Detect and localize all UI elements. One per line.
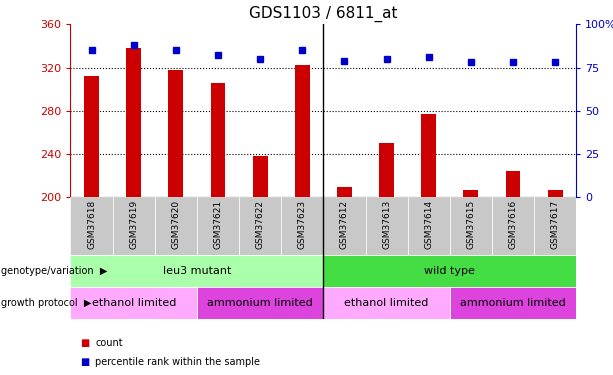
Text: ■: ■	[80, 357, 89, 367]
Text: GSM37623: GSM37623	[298, 200, 306, 249]
Bar	[70, 255, 324, 287]
Bar	[506, 171, 520, 197]
Bar	[84, 76, 99, 197]
Bar	[197, 197, 239, 255]
Bar	[324, 255, 576, 287]
Text: GSM37616: GSM37616	[509, 200, 517, 249]
Text: percentile rank within the sample: percentile rank within the sample	[95, 357, 260, 367]
Bar	[463, 190, 478, 197]
Text: ■: ■	[80, 338, 89, 348]
Text: ethanol limited: ethanol limited	[345, 298, 428, 308]
Bar	[70, 287, 197, 319]
Text: GSM37620: GSM37620	[172, 200, 180, 249]
Bar	[408, 197, 450, 255]
Bar	[365, 197, 408, 255]
Bar	[295, 65, 310, 197]
Title: GDS1103 / 6811_at: GDS1103 / 6811_at	[249, 5, 398, 22]
Text: GSM37614: GSM37614	[424, 200, 433, 249]
Text: GSM37617: GSM37617	[550, 200, 560, 249]
Bar	[211, 82, 226, 197]
Bar	[169, 70, 183, 197]
Text: GSM37613: GSM37613	[382, 200, 391, 249]
Text: count: count	[95, 338, 123, 348]
Bar	[379, 143, 394, 197]
Bar	[548, 190, 563, 197]
Text: GSM37621: GSM37621	[213, 200, 223, 249]
Text: GSM37618: GSM37618	[87, 200, 96, 249]
Bar	[492, 197, 534, 255]
Text: ammonium limited: ammonium limited	[460, 298, 566, 308]
Text: growth protocol  ▶: growth protocol ▶	[1, 298, 91, 308]
Text: ammonium limited: ammonium limited	[207, 298, 313, 308]
Bar	[337, 187, 352, 197]
Bar	[450, 287, 576, 319]
Bar	[450, 197, 492, 255]
Text: GSM37612: GSM37612	[340, 200, 349, 249]
Bar	[197, 287, 324, 319]
Text: wild type: wild type	[424, 266, 475, 276]
Bar	[70, 197, 113, 255]
Bar	[253, 156, 267, 197]
Bar	[239, 197, 281, 255]
Text: ethanol limited: ethanol limited	[91, 298, 176, 308]
Bar	[421, 114, 436, 197]
Bar	[113, 197, 154, 255]
Text: leu3 mutant: leu3 mutant	[162, 266, 231, 276]
Bar	[534, 197, 576, 255]
Text: GSM37622: GSM37622	[256, 200, 265, 249]
Bar	[281, 197, 324, 255]
Bar	[126, 48, 141, 197]
Text: genotype/variation  ▶: genotype/variation ▶	[1, 266, 108, 276]
Bar	[154, 197, 197, 255]
Text: GSM37619: GSM37619	[129, 200, 138, 249]
Bar	[324, 197, 365, 255]
Text: GSM37615: GSM37615	[466, 200, 475, 249]
Bar	[324, 287, 450, 319]
